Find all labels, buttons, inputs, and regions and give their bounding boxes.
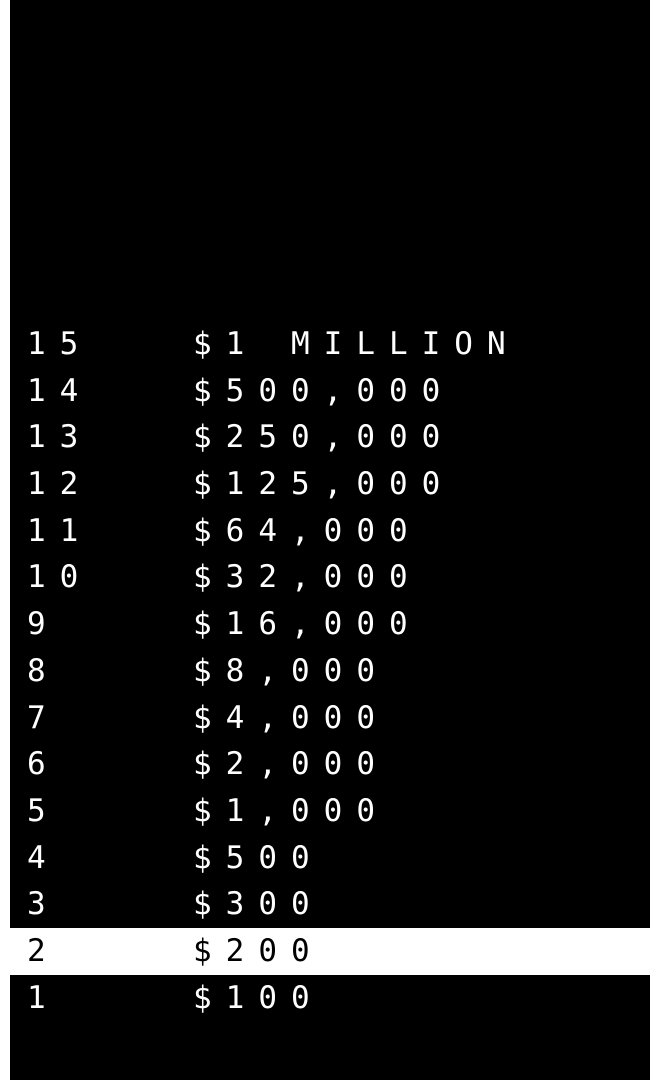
prize-amount: $250,000 bbox=[193, 414, 454, 461]
level-number: 3 bbox=[27, 881, 60, 928]
prize-amount: $1 MILLION bbox=[193, 321, 520, 368]
ladder-row-11: 11 $64,000 bbox=[10, 508, 650, 555]
ladder-row-5: 5 $1,000 bbox=[10, 788, 650, 835]
prize-amount: $32,000 bbox=[193, 554, 422, 601]
level-number: 1 bbox=[27, 975, 60, 1022]
level-number: 11 bbox=[27, 508, 92, 555]
level-number: 12 bbox=[27, 461, 92, 508]
prize-amount: $4,000 bbox=[193, 695, 389, 742]
ladder-row-7: 7 $4,000 bbox=[10, 695, 650, 742]
prize-amount: $100 bbox=[193, 975, 324, 1022]
ladder-row-14: 14 $500,000 bbox=[10, 368, 650, 415]
ladder-row-10: 10 $32,000 bbox=[10, 554, 650, 601]
level-number: 7 bbox=[27, 695, 60, 742]
prize-amount: $125,000 bbox=[193, 461, 454, 508]
level-number: 8 bbox=[27, 648, 60, 695]
ladder-row-12: 12 $125,000 bbox=[10, 461, 650, 508]
prize-amount: $300 bbox=[193, 881, 324, 928]
ladder-row-3: 3 $300 bbox=[10, 881, 650, 928]
level-number: 6 bbox=[27, 741, 60, 788]
prize-amount: $64,000 bbox=[193, 508, 422, 555]
level-number: 10 bbox=[27, 554, 92, 601]
ladder-row-6: 6 $2,000 bbox=[10, 741, 650, 788]
prize-amount: $2,000 bbox=[193, 741, 389, 788]
game-screen: 15 $1 MILLION 14 $500,000 13 $250,000 12… bbox=[10, 0, 650, 1080]
level-number: 2 bbox=[27, 928, 60, 975]
level-number: 4 bbox=[27, 835, 60, 882]
prize-amount: $16,000 bbox=[193, 601, 422, 648]
ladder-row-15: 15 $1 MILLION bbox=[10, 321, 650, 368]
prize-amount: $1,000 bbox=[193, 788, 389, 835]
prize-amount: $500,000 bbox=[193, 368, 454, 415]
ladder-row-1: 1 $100 bbox=[10, 975, 650, 1022]
ladder-row-13: 13 $250,000 bbox=[10, 414, 650, 461]
level-number: 13 bbox=[27, 414, 92, 461]
ladder-row-4: 4 $500 bbox=[10, 835, 650, 882]
prize-amount: $500 bbox=[193, 835, 324, 882]
money-ladder: 15 $1 MILLION 14 $500,000 13 $250,000 12… bbox=[10, 321, 650, 1021]
ladder-row-8: 8 $8,000 bbox=[10, 648, 650, 695]
prize-amount: $200 bbox=[193, 928, 324, 975]
ladder-row-9: 9 $16,000 bbox=[10, 601, 650, 648]
level-number: 9 bbox=[27, 601, 60, 648]
level-number: 14 bbox=[27, 368, 92, 415]
level-number: 15 bbox=[27, 321, 92, 368]
prize-amount: $8,000 bbox=[193, 648, 389, 695]
ladder-row-2-current: 2 $200 bbox=[10, 928, 650, 975]
level-number: 5 bbox=[27, 788, 60, 835]
